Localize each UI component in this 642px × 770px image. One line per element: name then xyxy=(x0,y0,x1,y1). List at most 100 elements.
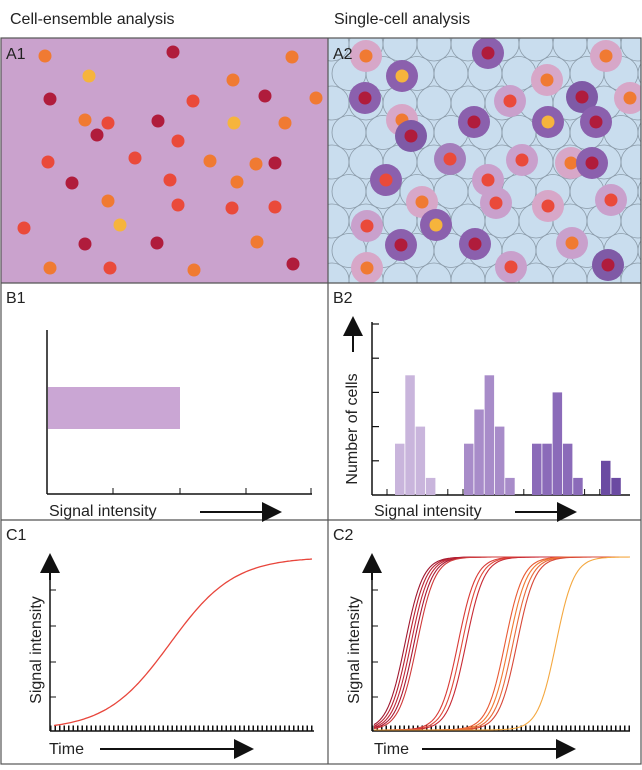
cell xyxy=(41,155,55,169)
cell xyxy=(43,261,57,275)
header: Cell-ensemble analysis xyxy=(10,11,175,28)
cell-dot xyxy=(467,115,481,129)
cell-dot xyxy=(395,69,409,83)
cell-dot xyxy=(623,91,637,105)
panel-label: B1 xyxy=(6,290,26,307)
cell xyxy=(227,116,241,130)
cell xyxy=(151,114,165,128)
curve xyxy=(374,556,630,731)
cell xyxy=(103,261,117,275)
c2-plot xyxy=(362,553,631,759)
cell xyxy=(101,116,115,130)
cell-outline xyxy=(620,38,641,62)
cell-dot xyxy=(540,73,554,87)
cell-outline xyxy=(637,122,641,143)
panel-label: C1 xyxy=(6,527,27,544)
cell xyxy=(187,263,201,277)
x-axis-label: Signal intensity xyxy=(374,503,482,520)
a1-cells xyxy=(17,45,323,277)
bar xyxy=(405,375,415,495)
cell-dot xyxy=(541,199,555,213)
cell-dot xyxy=(599,49,613,63)
cell xyxy=(17,221,31,235)
curve xyxy=(53,558,313,727)
cell xyxy=(171,134,185,148)
cell-outline xyxy=(400,293,434,327)
a2-cells xyxy=(328,38,641,327)
cell xyxy=(90,128,104,142)
cell xyxy=(186,94,200,108)
cell-dot xyxy=(504,260,518,274)
cell xyxy=(101,194,115,208)
cell xyxy=(171,198,185,212)
cell xyxy=(250,235,264,249)
cell xyxy=(163,173,177,187)
cell xyxy=(249,157,263,171)
curve xyxy=(374,556,630,731)
bar xyxy=(532,443,542,495)
cell xyxy=(230,175,244,189)
bar xyxy=(474,409,484,495)
cell xyxy=(166,45,180,59)
cell-dot xyxy=(394,238,408,252)
x-axis-label: Signal intensity xyxy=(49,503,157,520)
cell-dot xyxy=(443,152,457,166)
frame xyxy=(0,37,642,765)
bar xyxy=(562,443,573,495)
cell-dot xyxy=(564,156,578,170)
panel-label: B2 xyxy=(333,290,353,307)
cell xyxy=(286,257,300,271)
grid xyxy=(328,38,641,327)
cell xyxy=(285,50,299,64)
curve xyxy=(373,556,630,726)
curve xyxy=(374,556,630,731)
cell xyxy=(268,156,282,170)
cell xyxy=(113,218,127,232)
cell xyxy=(38,49,52,63)
cell-outline xyxy=(536,293,570,327)
cell-outline xyxy=(620,262,641,283)
y-axis-label: Signal intensity xyxy=(346,596,363,704)
b2-plot xyxy=(343,316,630,522)
cell-dot xyxy=(541,115,555,129)
cell-dot xyxy=(360,219,374,233)
bar xyxy=(573,477,583,495)
bar xyxy=(415,426,426,495)
cell-dot xyxy=(481,173,495,187)
cell-outline xyxy=(434,293,468,327)
cell-dot xyxy=(358,91,372,105)
cell-outline xyxy=(637,181,641,202)
cell xyxy=(150,236,164,250)
cell xyxy=(65,176,79,190)
bar xyxy=(494,426,505,495)
cell xyxy=(226,73,240,87)
header: Single-cell analysis xyxy=(334,11,470,28)
curve xyxy=(374,556,630,731)
b1-plot xyxy=(46,330,312,522)
cell-outline xyxy=(620,144,641,180)
x-axis-label: Time xyxy=(374,741,409,758)
cell-dot xyxy=(489,196,503,210)
cell-dot xyxy=(601,258,615,272)
bar xyxy=(542,443,552,495)
cell xyxy=(78,113,92,127)
cell xyxy=(225,201,239,215)
panel-label: C2 xyxy=(333,527,354,544)
cell xyxy=(78,237,92,251)
panel-label: A1 xyxy=(6,46,26,63)
bar xyxy=(484,375,495,495)
curve xyxy=(374,556,630,731)
cell-outline xyxy=(637,63,641,84)
cell-dot xyxy=(379,173,393,187)
cell-outline xyxy=(468,293,502,327)
c1-plot xyxy=(40,553,314,759)
cell-dot xyxy=(360,261,374,275)
bar xyxy=(552,392,563,495)
y-axis-label: Signal intensity xyxy=(28,596,45,704)
cell xyxy=(43,92,57,106)
cell-outline xyxy=(637,240,641,261)
cell xyxy=(309,91,323,105)
cell xyxy=(82,69,96,83)
